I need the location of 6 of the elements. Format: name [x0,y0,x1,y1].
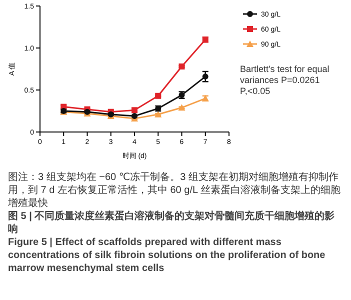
caption: Figure 5 | Effect of scaffolds prepared with different mass concentrations of silk fibroin solutions on the proliferation of bone marrow mesenchymal stem cells [8,237,326,274]
text: P,<0.05 [240,86,270,96]
text: Bartlett's test for equal variances P=0.0261 [240,64,330,85]
text: 图注：3 组支架均在 −60 ℃冻干制备。3 组支架在初期对细胞增殖有抑制作用，到 7 d 左右恢复正常活性，其中 60 g/L 丝素蛋白溶液制备支架上的细胞增殖最快 [7,171,340,209]
point [202,74,208,80]
caption: 图 5 | 不同质量浓度丝素蛋白溶液制备的支架对骨髓间充质干细胞增殖的影响 [8,210,335,235]
